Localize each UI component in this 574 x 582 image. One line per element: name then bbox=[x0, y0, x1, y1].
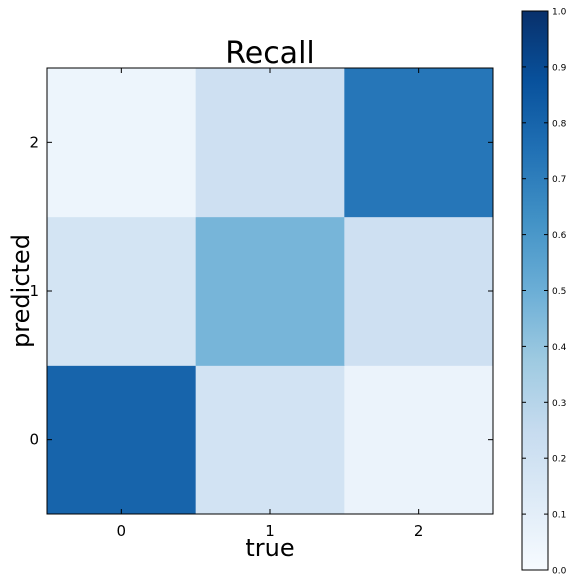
colorbar-tick-label: 0.8 bbox=[552, 119, 567, 129]
y-tick-label: 2 bbox=[29, 133, 39, 151]
colorbar bbox=[521, 10, 549, 571]
heatmap-cells bbox=[47, 68, 494, 515]
colorbar-tick-label: 0.0 bbox=[552, 567, 567, 577]
x-tick-label: 0 bbox=[117, 522, 127, 540]
heatmap-cell-pred1-true1 bbox=[195, 216, 345, 366]
heatmap-cell-pred1-true2 bbox=[344, 216, 494, 366]
heatmap-cell-pred0-true1 bbox=[195, 365, 345, 515]
heatmap-cell-pred0-true0 bbox=[47, 365, 197, 515]
y-axis-label: predicted bbox=[7, 234, 35, 348]
plot-ticks: 0 1 2 0 1 2 bbox=[29, 68, 493, 540]
colorbar-tick-label: 0.3 bbox=[552, 399, 566, 409]
colorbar-tick-label: 0.7 bbox=[552, 175, 566, 185]
x-tick-label: 1 bbox=[265, 522, 275, 540]
colorbar-tick-label: 0.4 bbox=[552, 343, 567, 353]
y-tick-label: 0 bbox=[29, 431, 39, 449]
heatmap-cell-pred1-true0 bbox=[47, 216, 197, 366]
y-tick-label: 1 bbox=[29, 282, 39, 300]
colorbar-ticks: 0.0 0.1 0.2 0.3 0.4 0.5 0.6 0.7 0.8 0.9 1.0 bbox=[522, 8, 567, 577]
colorbar-tick-label: 1.0 bbox=[552, 8, 567, 18]
heatmap-cell-pred0-true2 bbox=[344, 365, 494, 515]
x-tick-label: 2 bbox=[414, 522, 424, 540]
colorbar-tick-label: 0.1 bbox=[552, 511, 566, 521]
heatmap-cell-pred2-true2 bbox=[344, 68, 494, 218]
heatmap-cell-pred2-true0 bbox=[47, 68, 197, 218]
colorbar-tick-label: 0.9 bbox=[552, 63, 567, 73]
heatmap-cell-pred2-true1 bbox=[195, 68, 345, 218]
colorbar-tick-label: 0.6 bbox=[552, 231, 567, 241]
x-axis-label: true bbox=[245, 534, 294, 562]
chart-title: Recall bbox=[225, 36, 315, 71]
colorbar-tick-label: 0.5 bbox=[552, 287, 566, 297]
colorbar-tick-label: 0.2 bbox=[552, 455, 566, 465]
